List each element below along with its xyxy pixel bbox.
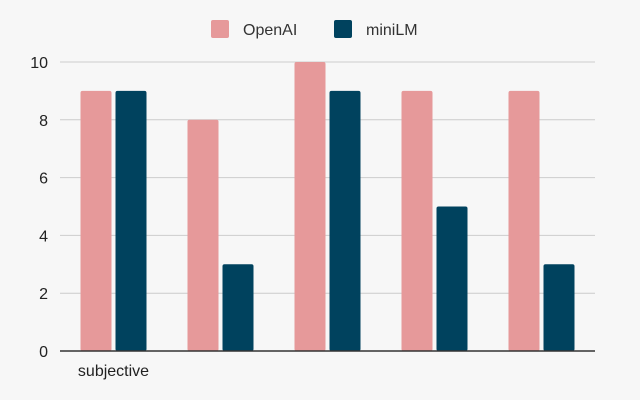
bar-openai-4	[401, 90, 433, 352]
legend: OpenAI miniLM	[211, 20, 418, 39]
bar-minilm-4	[436, 206, 468, 351]
bars	[80, 62, 575, 352]
bar-minilm-5	[543, 264, 575, 351]
bar-openai-5	[508, 90, 540, 352]
legend-label-openai: OpenAI	[243, 22, 297, 39]
y-tick-label: 10	[30, 55, 48, 72]
bar-minilm-3	[329, 90, 361, 352]
legend-swatch-minilm	[334, 20, 352, 38]
y-axis-tick-labels: 0 2 4 6 8 10	[30, 55, 48, 361]
bar-minilm-1	[115, 90, 147, 352]
legend-swatch-openai	[211, 20, 229, 38]
x-axis-category-labels: subjective	[78, 363, 149, 380]
bar-openai-2	[187, 119, 219, 351]
bar-minilm-2	[222, 264, 254, 351]
legend-label-minilm: miniLM	[366, 22, 418, 39]
y-tick-label: 0	[39, 344, 48, 361]
y-tick-label: 8	[39, 113, 48, 130]
gridlines	[60, 61, 595, 294]
x-category-label: subjective	[78, 363, 149, 380]
bar-openai-3	[294, 62, 326, 351]
y-tick-label: 4	[39, 228, 48, 245]
y-tick-label: 6	[39, 171, 48, 188]
bar-openai-1	[80, 90, 112, 352]
y-tick-label: 2	[39, 286, 48, 303]
